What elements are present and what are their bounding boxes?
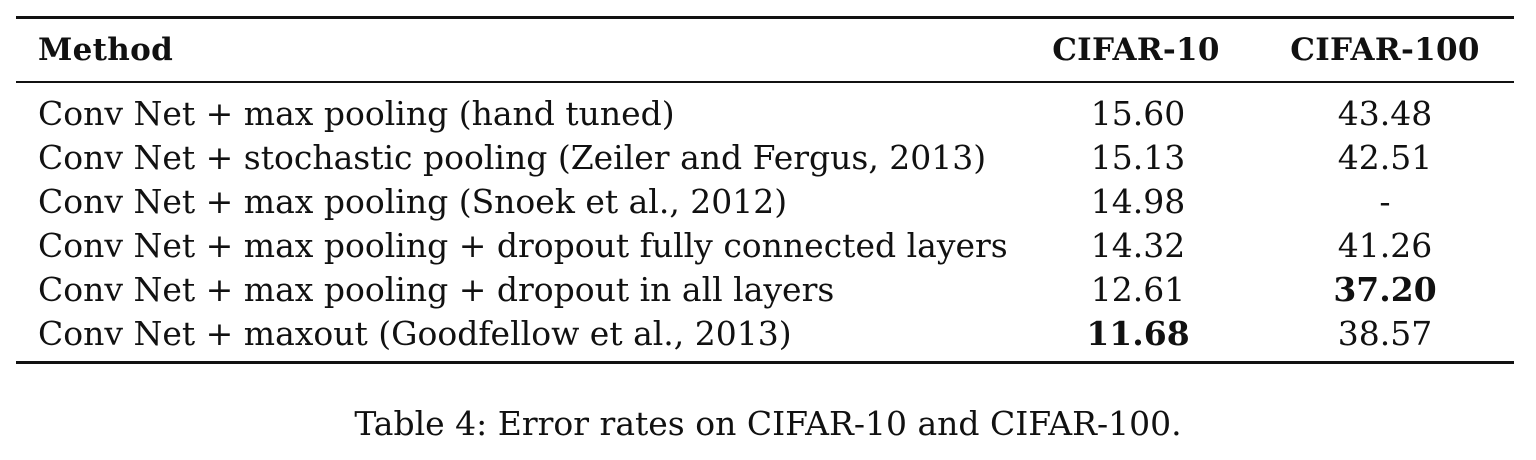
row-cifar10: 11.68	[1086, 313, 1190, 353]
row-cifar100: 42.51	[1337, 137, 1433, 177]
row-method: Conv Net + max pooling (hand tuned)	[38, 93, 675, 133]
results-table-container: Method CIFAR-10 CIFAR-100 Conv Net + max…	[16, 16, 1514, 364]
row-cifar100: 38.57	[1337, 313, 1433, 353]
table-row: Conv Net + max pooling (hand tuned) 15.6…	[16, 83, 1514, 135]
table-row: Conv Net + stochastic pooling (Zeiler an…	[16, 135, 1514, 179]
row-cifar10: 14.98	[1090, 181, 1186, 221]
row-cifar10: 15.13	[1090, 137, 1186, 177]
table-body: Conv Net + max pooling (hand tuned) 15.6…	[16, 83, 1514, 361]
row-cifar100: 41.26	[1337, 225, 1433, 265]
header-row: Method CIFAR-10 CIFAR-100	[16, 19, 1514, 81]
row-method: Conv Net + max pooling + dropout fully c…	[38, 225, 1008, 265]
header-cifar100: CIFAR-100	[1290, 32, 1480, 68]
table-caption: Table 4: Error rates on CIFAR-10 and CIF…	[354, 404, 1182, 443]
row-cifar100: 43.48	[1337, 93, 1433, 133]
row-cifar10: 14.32	[1090, 225, 1186, 265]
header-cifar10: CIFAR-10	[1052, 32, 1220, 68]
row-method: Conv Net + max pooling (Snoek et al., 20…	[38, 181, 788, 221]
row-method: Conv Net + maxout (Goodfellow et al., 20…	[38, 313, 792, 353]
header-method: Method	[38, 32, 174, 68]
table-header: Method CIFAR-10 CIFAR-100	[16, 19, 1514, 81]
table-row: Conv Net + max pooling + dropout in all …	[16, 267, 1514, 311]
table-row: Conv Net + max pooling + dropout fully c…	[16, 223, 1514, 267]
row-method: Conv Net + stochastic pooling (Zeiler an…	[38, 137, 987, 177]
top-rule	[16, 16, 1514, 19]
row-method: Conv Net + max pooling + dropout in all …	[38, 269, 835, 309]
row-cifar10: 12.61	[1090, 269, 1186, 309]
table-row: Conv Net + max pooling (Snoek et al., 20…	[16, 179, 1514, 223]
results-table-body: Conv Net + max pooling (hand tuned) 15.6…	[16, 83, 1514, 361]
row-cifar100: -	[1379, 181, 1391, 221]
row-cifar10: 15.60	[1090, 93, 1186, 133]
header-rule	[16, 81, 1514, 83]
bottom-rule	[16, 361, 1514, 364]
results-table: Method CIFAR-10 CIFAR-100	[16, 19, 1514, 81]
row-cifar100: 37.20	[1333, 269, 1437, 309]
table-row: Conv Net + maxout (Goodfellow et al., 20…	[16, 311, 1514, 361]
